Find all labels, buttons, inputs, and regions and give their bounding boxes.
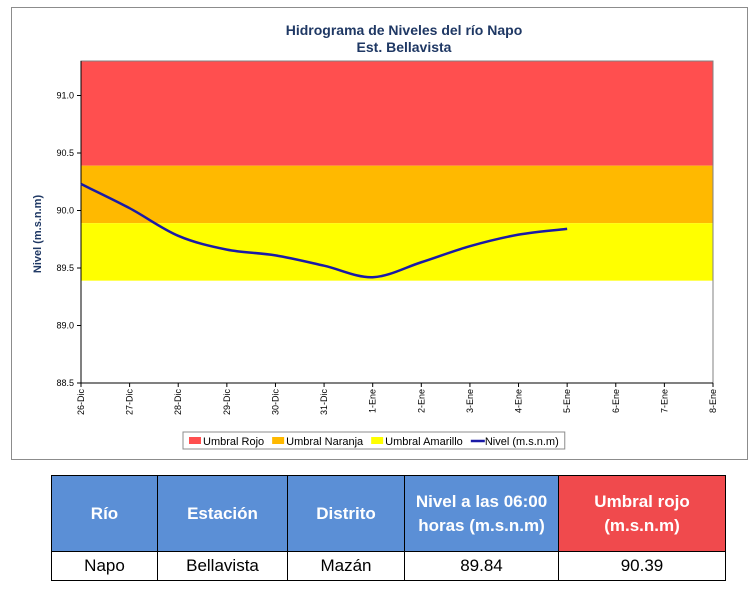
series-line-nivel	[80, 182, 568, 279]
x-tick-label: 27-Dic	[125, 389, 135, 416]
header-estacion: Estación	[157, 475, 288, 552]
table-header-row: Río Estación Distrito Nivel a las 06:00 …	[51, 475, 726, 552]
x-tick-label: 5-Ene	[562, 389, 572, 413]
cell-estacion: Bellavista	[157, 551, 288, 581]
x-tick-label: 1-Ene	[368, 389, 378, 413]
header-nivel: Nivel a las 06:00 horas (m.s.n.m)	[404, 475, 559, 552]
legend-swatch-1	[272, 437, 285, 444]
legend-label-3: Nivel (m.s.n.m)	[485, 436, 559, 448]
x-tick-label: 8-Ene	[708, 389, 718, 413]
legend-swatch-2	[371, 437, 384, 444]
legend-swatch-0	[189, 437, 201, 444]
x-tick-label: 3-Ene	[465, 389, 475, 413]
legend-label-2: Umbral Amarillo	[385, 436, 463, 448]
y-tick-label: 91.0	[56, 91, 74, 101]
chart-area: Hidrograma de Niveles del río Napo Est. …	[11, 7, 748, 460]
y-tick-label: 88.5	[56, 378, 74, 388]
x-tick-label: 30-Dic	[270, 389, 280, 416]
cell-umbral-rojo: 90.39	[558, 551, 726, 581]
band-1	[81, 165, 713, 224]
cell-rio: Napo	[51, 551, 158, 581]
legend-label-0: Umbral Rojo	[203, 436, 264, 448]
y-tick-label: 89.5	[56, 263, 74, 273]
chart-title: Hidrograma de Niveles del río Napo	[286, 22, 523, 38]
band-0	[81, 61, 713, 166]
x-tick-label: 2-Ene	[416, 389, 426, 413]
cell-distrito: Mazán	[287, 551, 405, 581]
hydrograph-chart: Hidrograma de Niveles del río Napo Est. …	[32, 22, 718, 450]
table-row: Napo Bellavista Mazán 89.84 90.39	[51, 551, 726, 581]
y-tick-label: 90.5	[56, 148, 74, 158]
x-tick-label: 6-Ene	[611, 389, 621, 413]
x-tick-label: 7-Ene	[659, 389, 669, 413]
chart-subtitle: Est. Bellavista	[357, 39, 452, 55]
x-tick-label: 4-Ene	[514, 389, 524, 413]
header-rio: Río	[51, 475, 158, 552]
x-tick-label: 28-Dic	[173, 389, 183, 416]
y-tick-label: 90.0	[56, 206, 74, 216]
legend-label-1: Umbral Naranja	[286, 436, 364, 448]
station-info-table: Río Estación Distrito Nivel a las 06:00 …	[51, 475, 726, 581]
cell-nivel: 89.84	[404, 551, 559, 581]
y-tick-label: 89.0	[56, 321, 74, 331]
header-distrito: Distrito	[287, 475, 405, 552]
x-tick-label: 31-Dic	[319, 389, 329, 416]
y-axis-label: Nivel (m.s.n.m)	[32, 195, 44, 274]
x-tick-label: 29-Dic	[222, 389, 232, 416]
header-umbral-rojo: Umbral rojo (m.s.n.m)	[558, 475, 726, 552]
x-tick-label: 26-Dic	[76, 389, 86, 416]
